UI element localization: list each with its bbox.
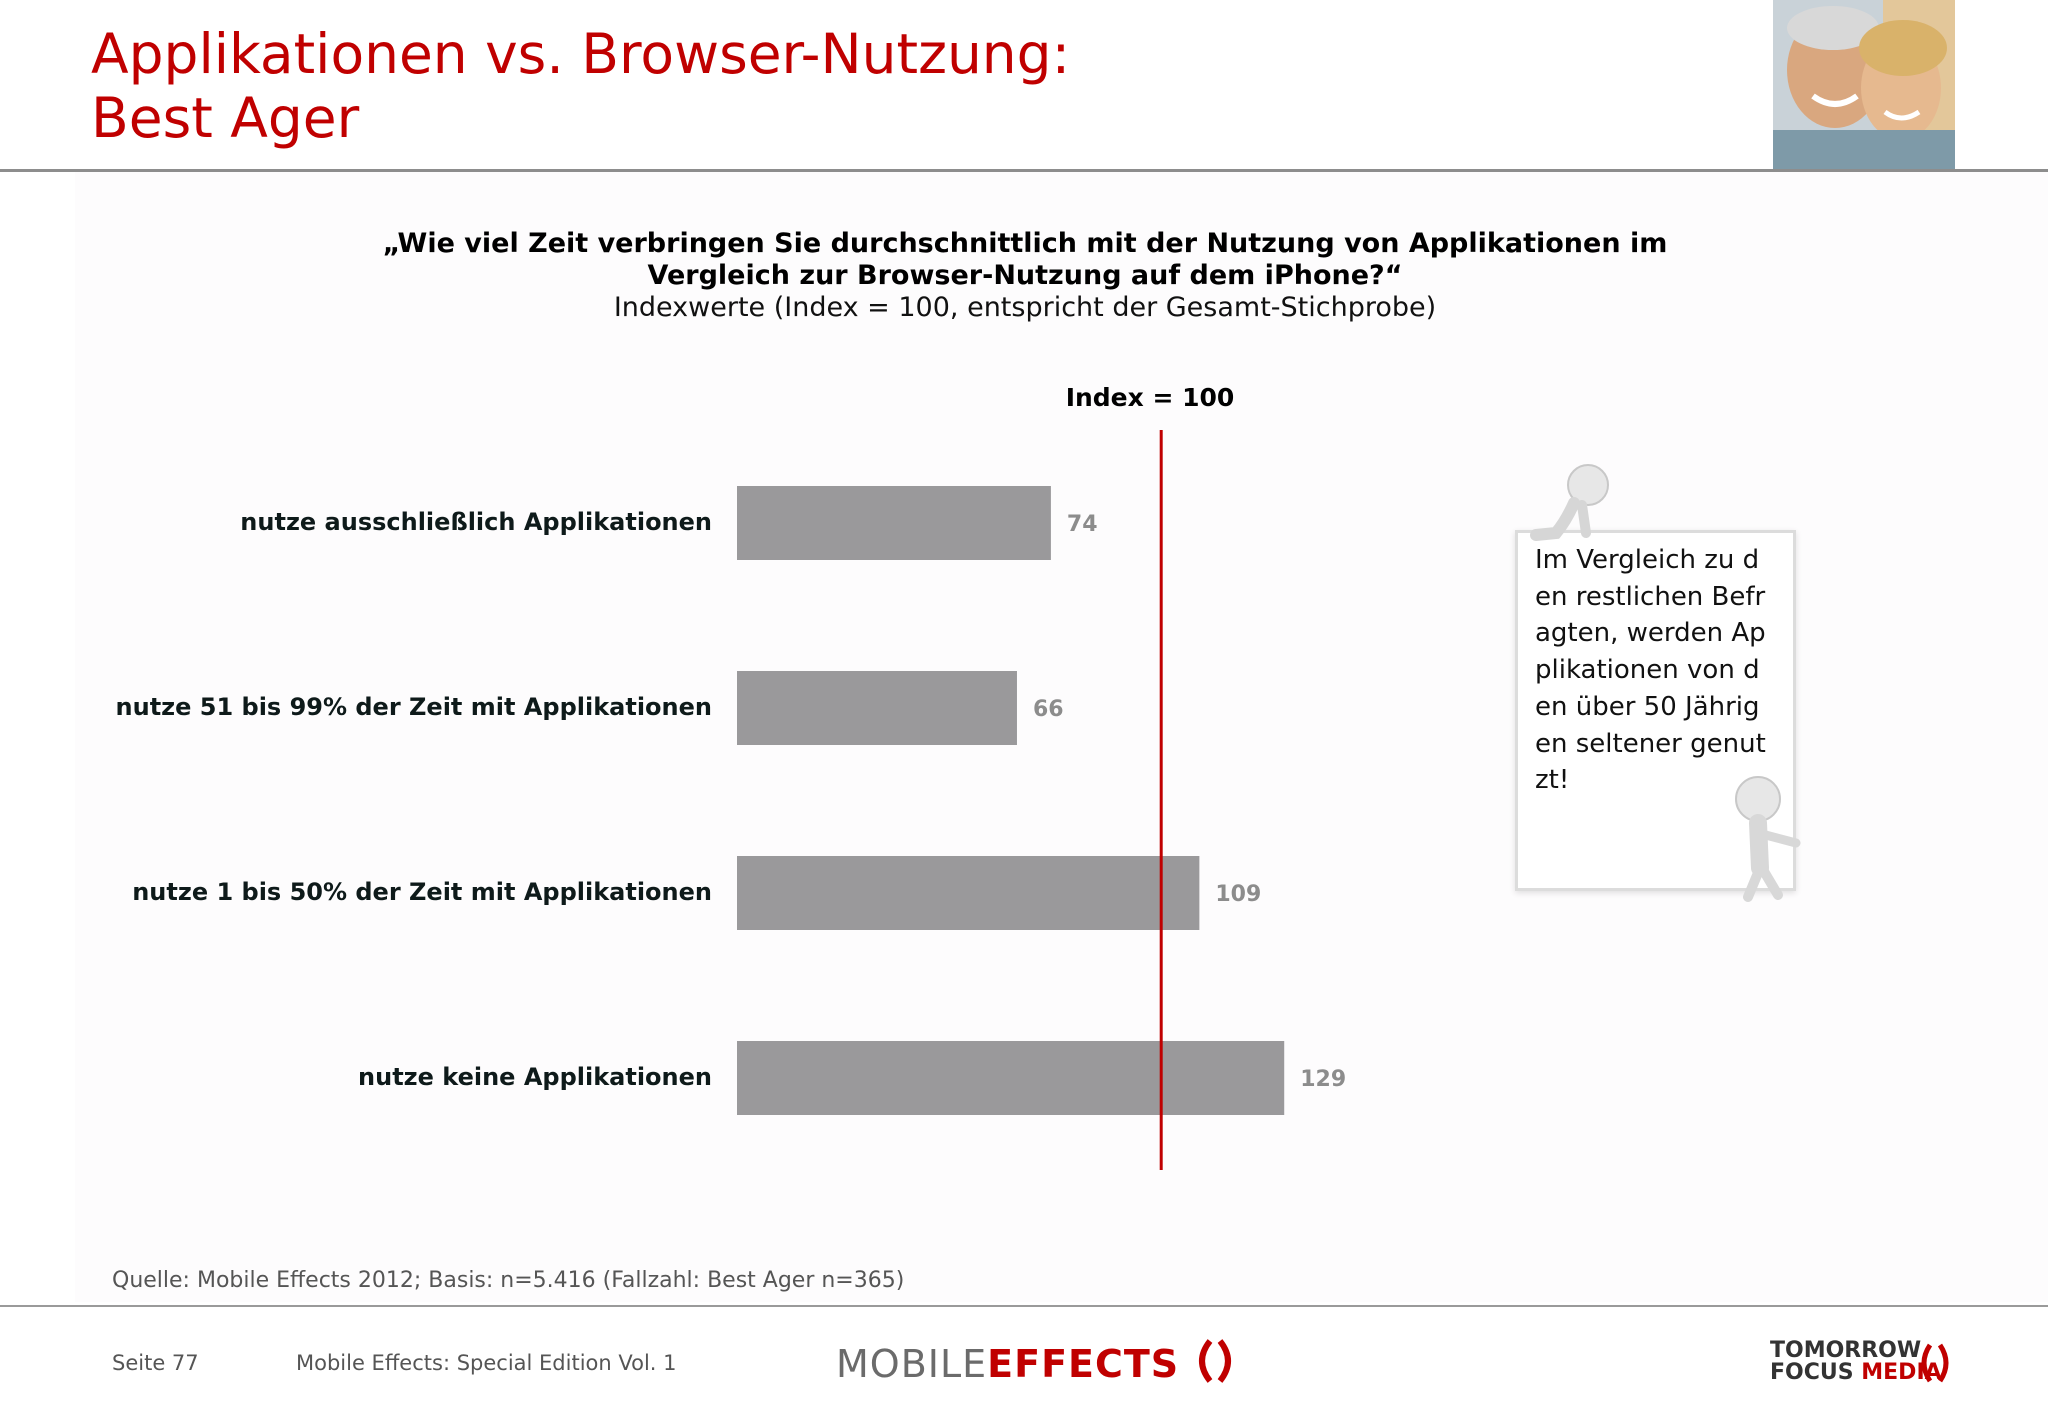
category-label-1: nutze ausschließlich Applikationen bbox=[240, 508, 712, 536]
title-line-2: Best Ager bbox=[91, 86, 360, 150]
question-line-2: Vergleich zur Browser-Nutzung auf dem iP… bbox=[647, 260, 1403, 291]
category-label-4: nutze keine Applikationen bbox=[358, 1063, 712, 1091]
category-label-2: nutze 51 bis 99% der Zeit mit Applikatio… bbox=[115, 693, 712, 721]
logo-tfm-media: MEDIA bbox=[1861, 1360, 1942, 1385]
question-line-1: „Wie viel Zeit verbringen Sie durchschni… bbox=[382, 228, 1668, 259]
header-photo bbox=[1773, 0, 1955, 170]
bar-value-label-2: 66 bbox=[1033, 697, 1064, 722]
page-title: Applikationen vs. Browser-Nutzung: Best … bbox=[91, 22, 1070, 150]
figure-icon-top bbox=[1530, 464, 1609, 541]
bar-1 bbox=[737, 486, 1051, 560]
logo-effects-text: EFFECTS bbox=[987, 1342, 1180, 1386]
bar-3 bbox=[737, 856, 1200, 930]
logo-tfm-focus: FOCUS bbox=[1770, 1360, 1854, 1385]
publication-name: Mobile Effects: Special Edition Vol. 1 bbox=[296, 1351, 677, 1375]
footer-divider bbox=[0, 1305, 2048, 1307]
chart-subtitle: Indexwerte (Index = 100, entspricht der … bbox=[613, 292, 1437, 323]
category-label-3: nutze 1 bis 50% der Zeit mit Applikation… bbox=[132, 878, 712, 906]
title-line-1: Applikationen vs. Browser-Nutzung: bbox=[91, 22, 1071, 86]
source-note: Quelle: Mobile Effects 2012; Basis: n=5.… bbox=[112, 1268, 905, 1293]
callout-box bbox=[1515, 464, 1801, 902]
reference-line-label: Index = 100 bbox=[1065, 383, 1235, 412]
page-number: Seite 77 bbox=[112, 1351, 199, 1375]
bracket-logo-icon bbox=[1199, 1339, 1232, 1383]
bar-2 bbox=[737, 671, 1017, 745]
couple-photo-illustration bbox=[1773, 0, 1955, 170]
bar-value-label-4: 129 bbox=[1300, 1067, 1346, 1092]
callout-text: Im Vergleich zu den restlichen Befragten… bbox=[1535, 545, 1766, 796]
tomorrow-focus-media-logo: TOMORROW FOCUS MEDIA bbox=[1770, 1338, 1949, 1384]
logo-tfm-line2: FOCUS MEDIA bbox=[1770, 1362, 1942, 1384]
header-divider bbox=[0, 169, 2048, 172]
figure-icon-bottom bbox=[1735, 776, 1801, 902]
logo-mobile-text: MOBILE bbox=[836, 1342, 988, 1386]
chart-question: „Wie viel Zeit verbringen Sie durchschni… bbox=[260, 228, 1790, 292]
logo-tfm-line1: TOMORROW bbox=[1770, 1338, 1922, 1363]
tfm-bracket-icon bbox=[1921, 1343, 1949, 1383]
mobile-effects-logo: MOBILEEFFECTS bbox=[836, 1337, 1238, 1386]
bar-value-label-1: 74 bbox=[1067, 512, 1098, 537]
bar-4 bbox=[737, 1041, 1285, 1115]
bar-value-label-3: 109 bbox=[1215, 882, 1261, 907]
